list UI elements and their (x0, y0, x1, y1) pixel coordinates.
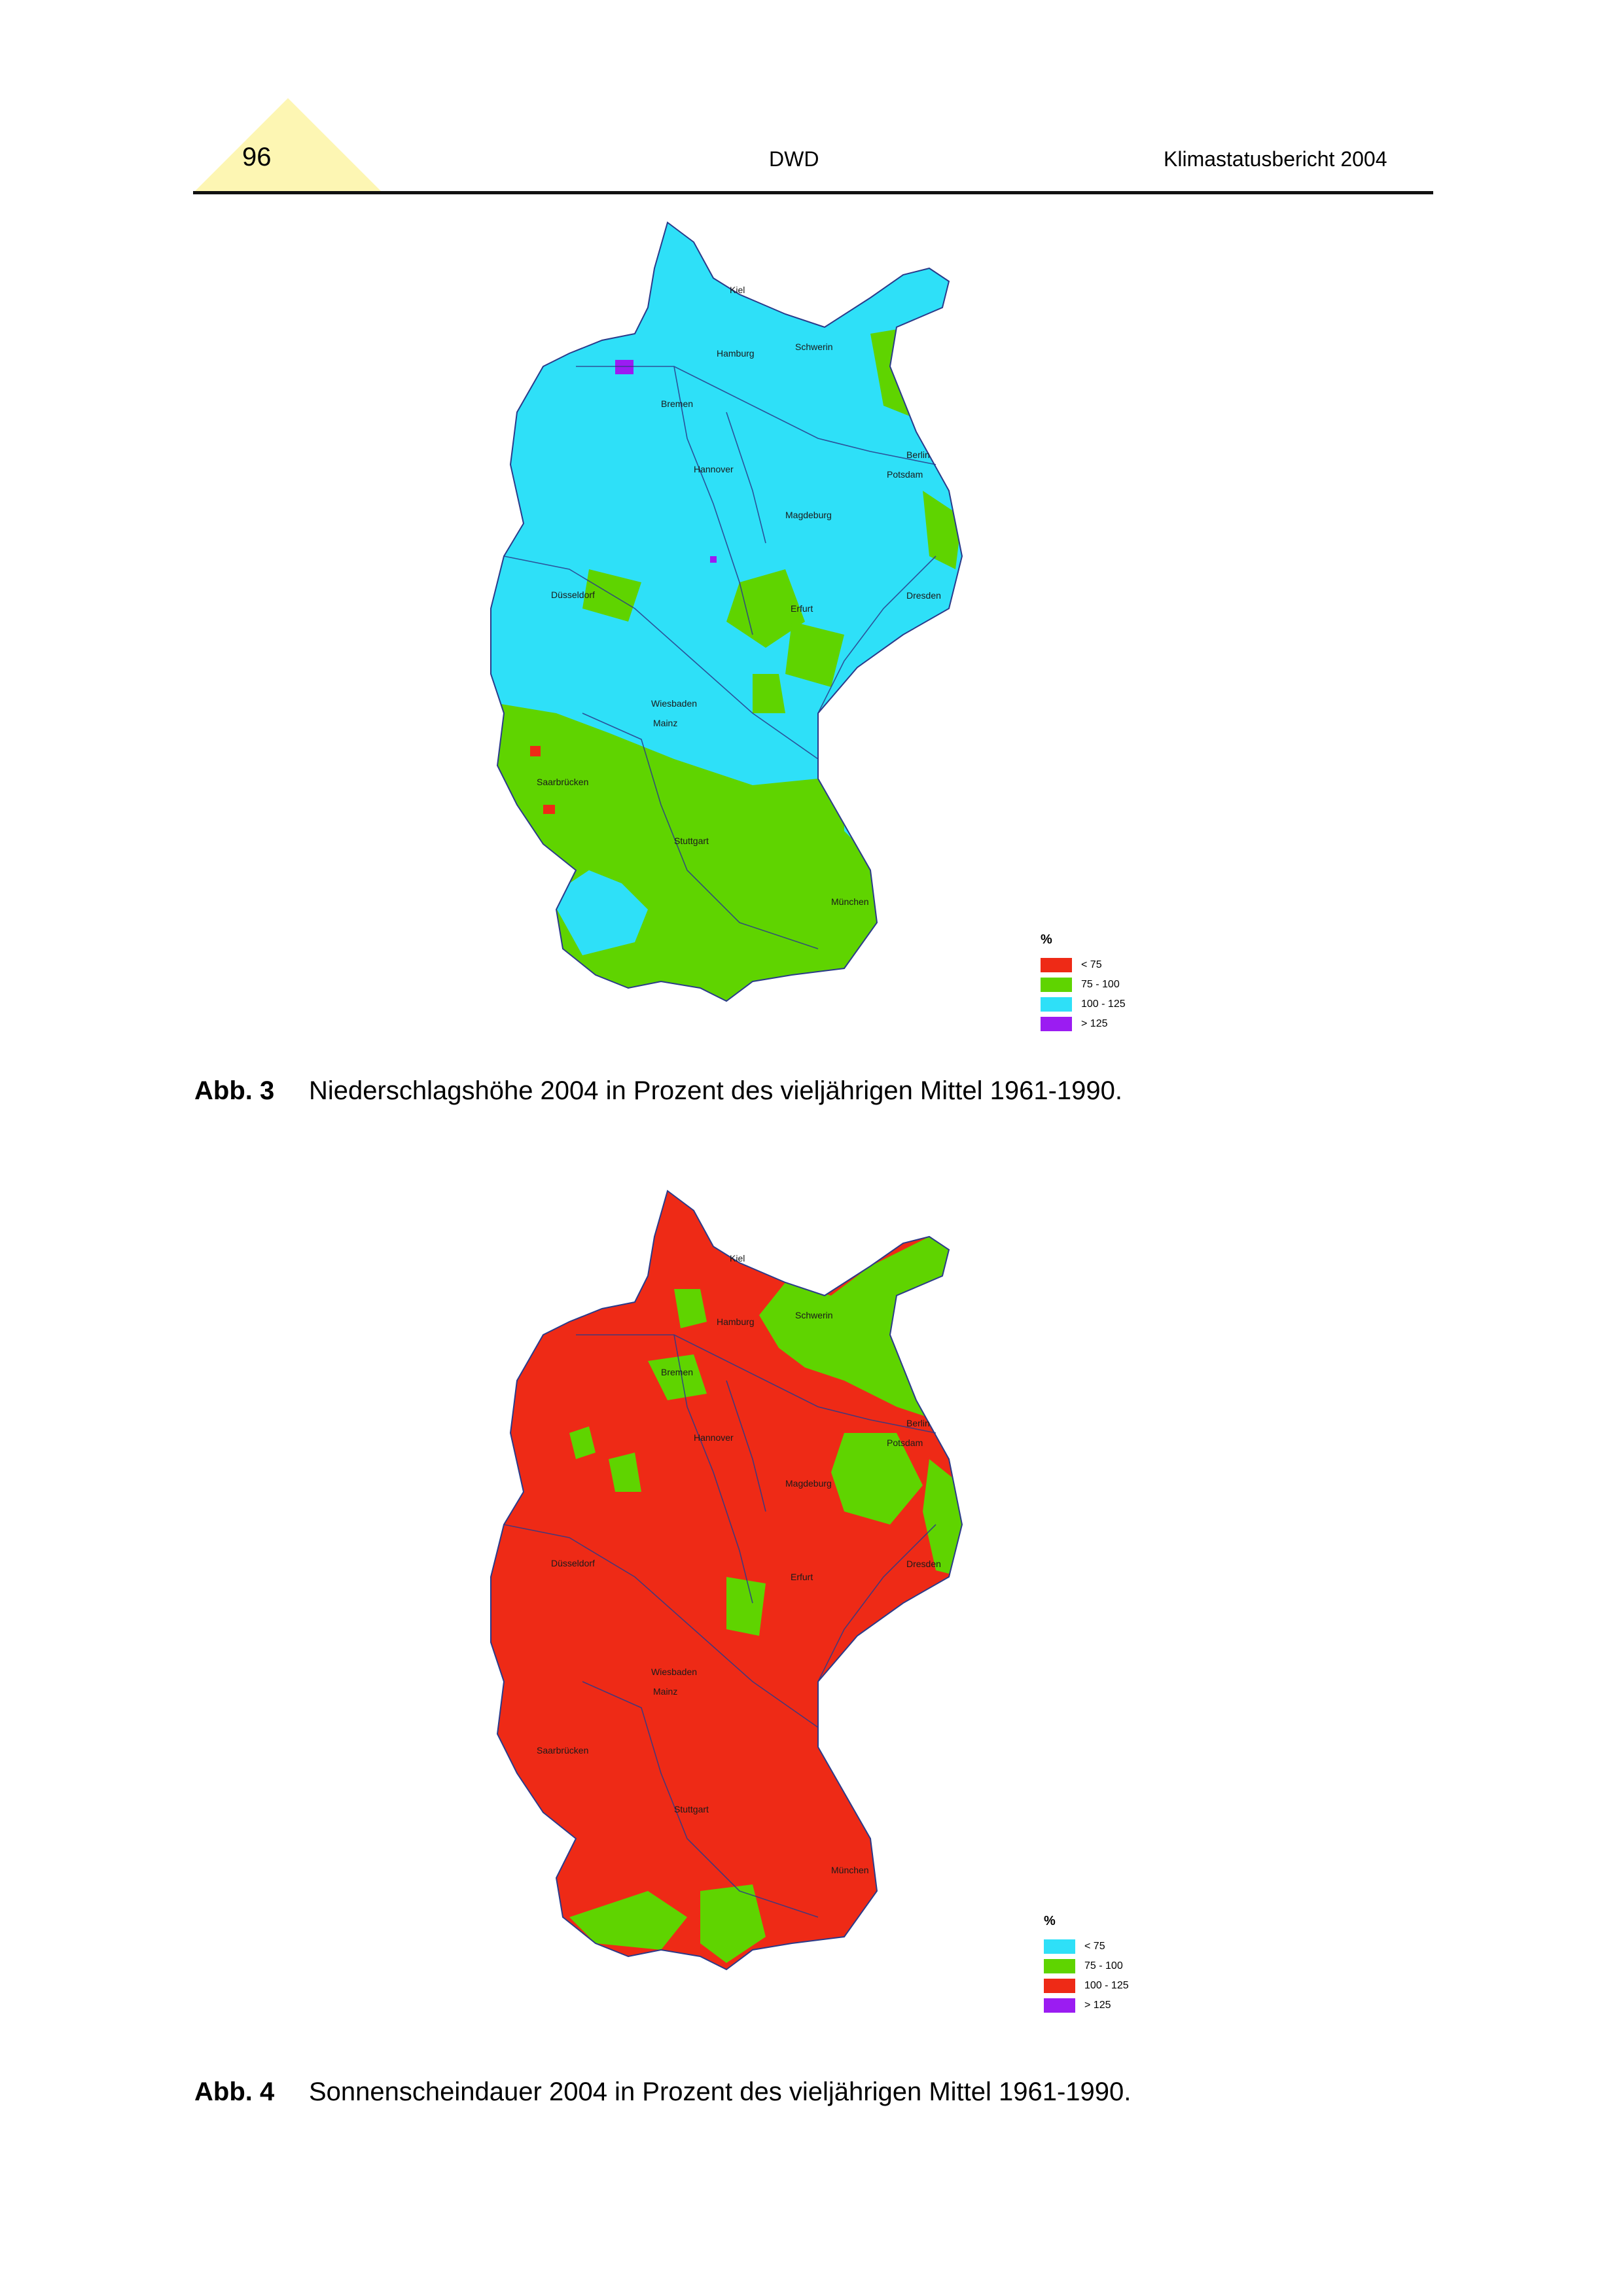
page-number: 96 (242, 143, 272, 171)
city-label: Mainz (653, 718, 677, 728)
legend-label: > 125 (1084, 2000, 1111, 2011)
page-tab-triangle (193, 98, 383, 193)
city-label: Schwerin (795, 342, 833, 352)
page-header: 96 DWD Klimastatusbericht 2004 (0, 0, 1623, 203)
city-label: Düsseldorf (551, 590, 595, 600)
city-label: München (831, 896, 869, 907)
city-label: Kiel (730, 1253, 745, 1263)
city-label: Hannover (694, 1432, 734, 1443)
legend-unit: % (1044, 1914, 1056, 1928)
city-label: Potsdam (887, 1438, 923, 1448)
figure3-map: Kiel Hamburg Schwerin Bremen Hannover Be… (478, 216, 1080, 1008)
legend-swatch (1041, 1017, 1072, 1031)
legend-label: > 125 (1081, 1018, 1108, 1029)
city-label: Mainz (653, 1686, 677, 1697)
legend-label: 100 - 125 (1084, 1980, 1129, 1991)
city-label: Stuttgart (674, 1804, 709, 1814)
legend-item: < 75 (1041, 955, 1126, 975)
city-label: Erfurt (791, 603, 813, 614)
legend-swatch (1044, 1998, 1075, 2013)
figure3-caption: Abb. 3 Niederschlagshöhe 2004 in Prozent … (194, 1076, 1122, 1106)
legend-swatch (1044, 1959, 1075, 1973)
city-label: Schwerin (795, 1310, 833, 1320)
figure3-legend: % < 75 75 - 100 100 - 125 > 125 (1041, 932, 1126, 1034)
city-label: Stuttgart (674, 836, 709, 846)
legend-item: 75 - 100 (1044, 1956, 1129, 1976)
city-label: Hamburg (717, 1316, 755, 1327)
legend-swatch (1041, 997, 1072, 1012)
legend-item: > 125 (1044, 1996, 1129, 2015)
legend-swatch (1041, 958, 1072, 972)
city-label: Saarbrücken (537, 1745, 588, 1756)
city-label: Hamburg (717, 348, 755, 359)
city-label: München (831, 1865, 869, 1875)
city-label: Hannover (694, 464, 734, 474)
figure4-city-labels: Kiel Hamburg Schwerin Bremen Hannover Be… (537, 1253, 941, 1875)
city-label: Dresden (906, 1559, 941, 1569)
figure4-caption: Abb. 4 Sonnenscheindauer 2004 in Prozent … (194, 2077, 1131, 2107)
figure3-label: Abb. 3 (194, 1076, 275, 1105)
city-label: Berlin (906, 450, 930, 460)
legend-item: 100 - 125 (1041, 995, 1126, 1014)
city-label: Magdeburg (785, 510, 832, 520)
city-label: Düsseldorf (551, 1558, 595, 1568)
legend-label: 75 - 100 (1081, 979, 1120, 990)
legend-label: 100 - 125 (1081, 998, 1126, 1010)
city-label: Wiesbaden (651, 1667, 697, 1677)
city-label: Berlin (906, 1418, 930, 1428)
header-report-title: Klimastatusbericht 2004 (1164, 147, 1387, 171)
figure4-map: Kiel Hamburg Schwerin Bremen Hannover Be… (478, 1184, 1080, 1976)
city-label: Bremen (661, 1367, 693, 1377)
header-rule (193, 191, 1433, 194)
legend-unit: % (1041, 932, 1052, 947)
city-label: Magdeburg (785, 1478, 832, 1489)
legend-label: 75 - 100 (1084, 1960, 1123, 1971)
city-label: Kiel (730, 285, 745, 295)
legend-item: > 125 (1041, 1014, 1126, 1034)
figure4-label: Abb. 4 (194, 2077, 275, 2106)
legend-item: < 75 (1044, 1937, 1129, 1956)
legend-swatch (1041, 978, 1072, 992)
legend-swatch (1044, 1939, 1075, 1954)
legend-label: < 75 (1084, 1941, 1105, 1952)
header-publisher: DWD (769, 147, 819, 171)
city-label: Wiesbaden (651, 698, 697, 709)
city-label: Dresden (906, 590, 941, 601)
figure3-city-labels: Kiel Hamburg Schwerin Bremen Hannover Be… (537, 285, 941, 907)
legend-label: < 75 (1081, 959, 1102, 970)
legend-item: 75 - 100 (1041, 975, 1126, 995)
figure4-legend: % < 75 75 - 100 100 - 125 > 125 (1044, 1914, 1129, 2015)
figure3-caption-text: Niederschlagshöhe 2004 in Prozent des vi… (309, 1076, 1123, 1105)
legend-item: 100 - 125 (1044, 1976, 1129, 1996)
city-label: Erfurt (791, 1572, 813, 1582)
figure4-caption-text: Sonnenscheindauer 2004 in Prozent des vi… (309, 2077, 1132, 2106)
legend-swatch (1044, 1979, 1075, 1993)
city-label: Saarbrücken (537, 777, 588, 787)
city-label: Bremen (661, 398, 693, 409)
city-label: Potsdam (887, 469, 923, 480)
